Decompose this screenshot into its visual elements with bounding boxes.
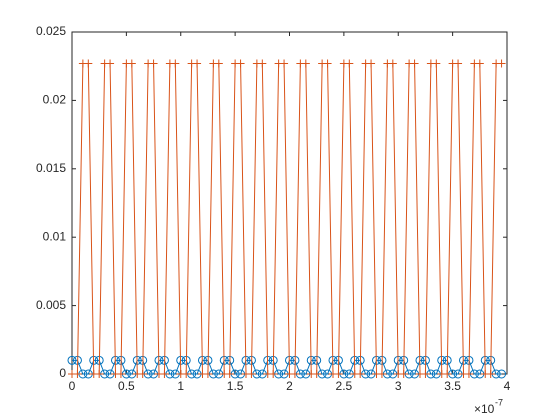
x-multiplier: ×10 bbox=[474, 402, 495, 416]
y-tick-label: 0.01 bbox=[43, 229, 67, 243]
marker bbox=[95, 370, 104, 378]
x-tick-label: 0.5 bbox=[118, 379, 135, 393]
marker bbox=[367, 59, 376, 68]
y-tick-label: 0.015 bbox=[36, 161, 66, 175]
marker bbox=[486, 370, 495, 378]
marker bbox=[247, 370, 256, 378]
marker bbox=[203, 370, 212, 378]
marker bbox=[269, 370, 278, 378]
marker bbox=[106, 59, 115, 68]
x-tick-label: 1.5 bbox=[227, 379, 244, 393]
marker bbox=[497, 369, 507, 379]
marker bbox=[454, 59, 463, 68]
marker bbox=[345, 59, 354, 68]
marker bbox=[290, 370, 299, 378]
marker bbox=[312, 370, 321, 378]
y-tick-label: 0 bbox=[59, 366, 66, 380]
marker bbox=[421, 370, 430, 378]
marker bbox=[356, 370, 365, 378]
marker bbox=[432, 59, 441, 68]
x-tick-label: 0 bbox=[69, 379, 76, 393]
marker bbox=[323, 59, 332, 68]
marker bbox=[73, 370, 82, 378]
marker bbox=[67, 355, 77, 365]
x-tick-label: 4 bbox=[504, 379, 511, 393]
x-tick-label: 3 bbox=[395, 379, 402, 393]
series-line bbox=[72, 62, 502, 375]
marker bbox=[171, 59, 180, 68]
marker bbox=[280, 59, 289, 68]
x-tick-label: 2.5 bbox=[336, 379, 353, 393]
marker bbox=[138, 370, 147, 378]
marker bbox=[497, 59, 506, 68]
marker bbox=[149, 59, 158, 68]
marker bbox=[399, 370, 408, 378]
marker bbox=[388, 59, 397, 68]
marker bbox=[377, 370, 386, 378]
marker bbox=[301, 59, 310, 68]
marker bbox=[464, 370, 473, 378]
x-tick-label: 2 bbox=[286, 379, 293, 393]
marker bbox=[193, 59, 202, 68]
marker bbox=[84, 59, 93, 68]
marker bbox=[258, 59, 267, 68]
marker bbox=[236, 59, 245, 68]
y-tick-label: 0.025 bbox=[36, 24, 66, 38]
series-line bbox=[72, 359, 502, 375]
marker bbox=[160, 370, 169, 378]
y-tick-label: 0.005 bbox=[36, 298, 66, 312]
marker bbox=[182, 370, 191, 378]
marker bbox=[443, 370, 452, 378]
x-exponent: -7 bbox=[495, 397, 503, 407]
marker bbox=[225, 370, 234, 378]
x-tick-label: 3.5 bbox=[444, 379, 461, 393]
marker bbox=[116, 370, 125, 378]
marker bbox=[214, 59, 223, 68]
x-tick-label: 1 bbox=[177, 379, 184, 393]
y-tick-label: 0.02 bbox=[43, 93, 67, 107]
marker bbox=[475, 59, 484, 68]
marker bbox=[410, 59, 419, 68]
marker bbox=[334, 370, 343, 378]
marker bbox=[127, 59, 136, 68]
